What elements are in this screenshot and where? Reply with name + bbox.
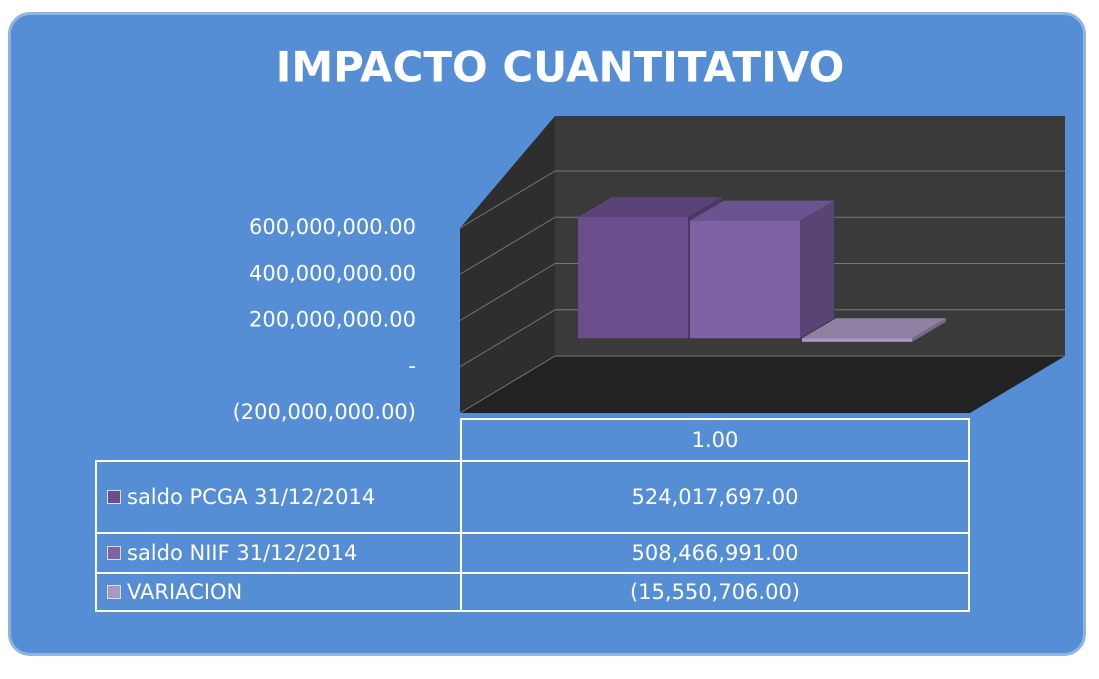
y-tick-label: (200,000,000.00) (233, 400, 416, 424)
y-tick-label: 200,000,000.00 (249, 308, 416, 332)
grid-line (459, 263, 556, 321)
legend-entry: saldo PCGA 31/12/2014 (95, 460, 462, 534)
y-tick-label: 600,000,000.00 (249, 215, 416, 239)
grid-line (459, 170, 556, 229)
cell-text: saldo NIIF 31/12/2014 (127, 541, 358, 565)
legend-entry: saldo NIIF 31/12/2014 (95, 532, 462, 574)
bar-top (802, 318, 946, 339)
value-label: (15,550,706.00) (460, 572, 970, 612)
grid-line (459, 309, 556, 368)
cell-text: 508,466,991.00 (631, 541, 799, 565)
legend-swatch (107, 546, 121, 560)
value-label: 508,466,991.00 (460, 532, 970, 574)
side-wall (460, 116, 555, 413)
cell-text: 1.00 (691, 428, 739, 452)
bar-top (690, 200, 834, 221)
y-tick-label: 400,000,000.00 (249, 261, 416, 285)
bar-side (800, 200, 834, 339)
cell-text: (15,550,706.00) (629, 580, 801, 604)
chart-title: IMPACTO CUANTITATIVO (276, 43, 845, 92)
legend-swatch (107, 490, 121, 504)
grid-line (459, 355, 556, 414)
floor (460, 356, 1065, 413)
y-tick-label: - (408, 354, 416, 378)
legend-swatch (107, 585, 121, 599)
cell-text: VARIACION (127, 580, 243, 604)
bar-side (912, 318, 946, 342)
grid-line (459, 216, 556, 275)
bar (802, 338, 912, 342)
cell-text: 524,017,697.00 (631, 485, 799, 509)
category-label: 1.00 (460, 418, 970, 462)
bar (690, 220, 800, 339)
value-label: 524,017,697.00 (460, 460, 970, 534)
cell-text: saldo PCGA 31/12/2014 (127, 485, 376, 509)
legend-entry: VARIACION (95, 572, 462, 612)
bar-top (578, 197, 722, 218)
bar (578, 217, 688, 339)
